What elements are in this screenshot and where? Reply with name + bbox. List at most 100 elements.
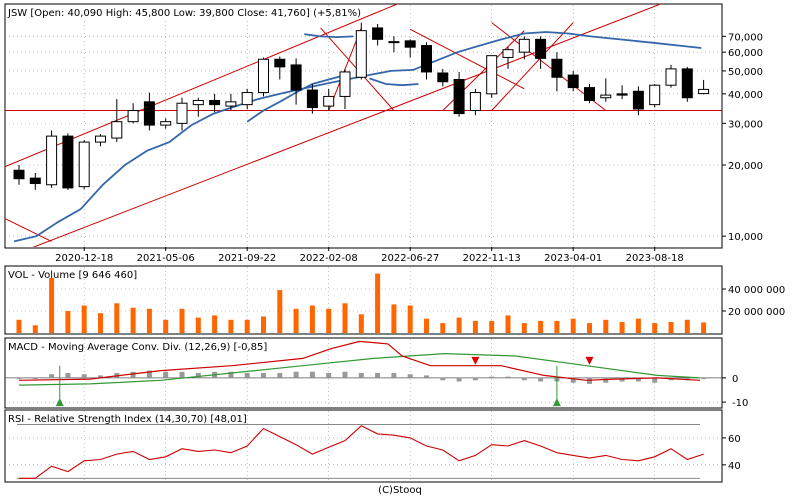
macd-hist-bar xyxy=(277,373,283,378)
candle-up xyxy=(649,84,661,106)
candle-up xyxy=(127,110,139,123)
macd-hist-bar xyxy=(358,373,364,378)
volume-bar xyxy=(358,314,364,333)
macd-hist-bar xyxy=(375,373,381,378)
candle-up xyxy=(78,141,90,188)
macd-hist-bar xyxy=(701,377,707,380)
macd-ytick-label: -10 xyxy=(732,398,748,409)
candle-down xyxy=(681,68,693,99)
volume-bar xyxy=(212,315,218,333)
price-ytick-label: 50,000 xyxy=(728,67,763,78)
volume-bar xyxy=(424,318,429,333)
macd-hist-bar xyxy=(65,373,71,378)
macd-hist-bar xyxy=(179,371,185,378)
candle-down xyxy=(453,78,465,115)
volume-bar xyxy=(587,323,592,333)
macd-hist-bar xyxy=(16,377,22,380)
candle-down xyxy=(13,169,25,180)
volume-bar xyxy=(98,313,103,333)
macd-hist-bar xyxy=(635,377,641,382)
candle-up xyxy=(225,101,237,107)
macd-hist-bar xyxy=(309,371,315,378)
price-xtick-label: 2022-11-13 xyxy=(463,253,521,264)
macd-hist-bar xyxy=(228,371,234,378)
volume-bar xyxy=(440,323,446,333)
candle-up xyxy=(486,55,498,95)
macd-hist-bar xyxy=(244,373,250,378)
macd-hist-bar xyxy=(163,371,169,378)
candle-up xyxy=(665,68,677,86)
candle-down xyxy=(29,177,41,185)
volume-title: VOL - Volume [9 646 460] xyxy=(8,270,137,281)
volume-bar xyxy=(244,319,250,333)
macd-hist-bar xyxy=(49,374,55,378)
price-xtick-label: 2022-02-08 xyxy=(300,253,358,264)
candle-down xyxy=(437,72,449,83)
macd-hist-bar xyxy=(489,376,495,378)
candle-down xyxy=(421,45,432,73)
candle-down xyxy=(306,89,318,109)
rsi-ytick-label: 40 xyxy=(728,461,741,472)
macd-hist-bar xyxy=(505,376,511,378)
candle-up xyxy=(95,135,106,143)
rsi-line xyxy=(19,425,704,479)
volume-bar xyxy=(701,322,707,333)
macd-hist-bar xyxy=(81,374,87,378)
macd-hist-bar xyxy=(342,371,348,378)
macd-hist-bar xyxy=(472,377,478,381)
candle-down xyxy=(404,40,416,48)
price-xtick-label: 2021-09-22 xyxy=(218,253,276,264)
candle-up xyxy=(600,94,612,99)
candle-up xyxy=(698,88,710,95)
moving-average-mid2 xyxy=(304,33,354,39)
price-panel: JSW [Open: 40,090 High: 45,800 Low: 39,8… xyxy=(4,3,763,264)
candle-down xyxy=(209,99,221,106)
volume-bar xyxy=(521,323,527,333)
rsi-ytick-label: 60 xyxy=(728,434,741,445)
macd-hist-bar xyxy=(293,371,299,378)
price-xtick-label: 2020-12-18 xyxy=(55,253,113,264)
macd-hist-bar xyxy=(424,375,429,378)
volume-ytick-label: 40 000 000 xyxy=(728,285,785,296)
macd-hist-bar xyxy=(538,377,544,382)
volume-bar xyxy=(391,304,397,333)
candle-up xyxy=(502,49,514,58)
buy-signal-marker xyxy=(55,398,64,407)
volume-bar xyxy=(489,320,495,333)
price-xtick-label: 2022-06-27 xyxy=(381,253,439,264)
rsi-title: RSI - Relative Strength Index (14,30,70)… xyxy=(8,414,247,425)
price-title: JSW [Open: 40,090 High: 45,800 Low: 39,8… xyxy=(7,8,361,19)
volume-bar xyxy=(668,322,674,333)
candle-down xyxy=(535,38,547,59)
price-ytick-label: 70,000 xyxy=(728,32,763,43)
candle-up xyxy=(518,38,530,53)
trend-line xyxy=(32,4,662,247)
volume-bar xyxy=(277,290,283,333)
candle-down xyxy=(584,87,595,101)
volume-bar xyxy=(49,278,55,333)
volume-bar xyxy=(505,315,511,333)
macd-hist-bar xyxy=(146,370,152,378)
buy-signal-marker xyxy=(552,398,561,407)
trend-line xyxy=(5,218,52,242)
candle-down xyxy=(372,27,384,40)
macd-hist-bar xyxy=(652,377,658,383)
volume-bar xyxy=(16,319,22,333)
volume-bar xyxy=(684,319,690,333)
macd-hist-bar xyxy=(195,373,201,378)
price-ytick-label: 60,000 xyxy=(728,48,763,59)
candle-up xyxy=(258,58,269,94)
macd-hist-bar xyxy=(32,377,38,380)
price-xtick-label: 2021-05-06 xyxy=(137,253,195,264)
volume-bar xyxy=(261,316,266,333)
sell-signal-marker xyxy=(585,356,594,365)
macd-hist-bar xyxy=(407,374,413,378)
trend-line xyxy=(409,28,525,90)
macd-hist-bar xyxy=(521,377,527,381)
volume-bar xyxy=(146,308,152,333)
volume-bar xyxy=(81,305,87,333)
macd-panel: MACD - Moving Average Conv. Div. (12,26,… xyxy=(4,337,748,409)
volume-bar xyxy=(163,319,169,333)
volume-bar xyxy=(326,308,332,333)
price-ytick-label: 30,000 xyxy=(728,119,763,130)
